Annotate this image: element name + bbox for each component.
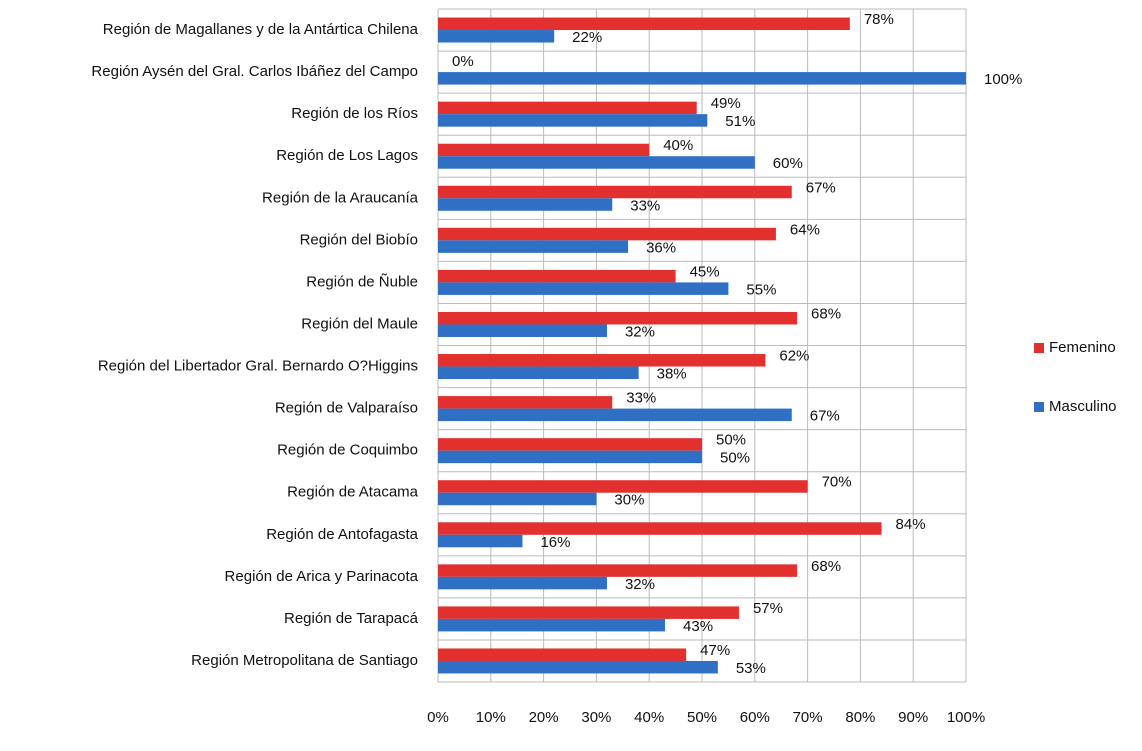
value-label: 62%	[779, 348, 809, 365]
value-label: 78%	[864, 11, 894, 28]
y-tick-label: Región de Magallanes y de la Antártica C…	[103, 21, 419, 38]
bar	[438, 354, 766, 367]
value-label: 64%	[790, 221, 820, 238]
bar	[438, 17, 850, 31]
bar	[438, 606, 739, 619]
x-tick-label: 30%	[581, 709, 611, 726]
bar	[438, 240, 629, 253]
value-label: 33%	[626, 390, 656, 407]
bar	[438, 282, 729, 295]
bar	[438, 156, 755, 169]
bar	[438, 324, 607, 337]
y-tick-label: Región de Tarapacá	[284, 610, 419, 627]
bar	[438, 227, 776, 241]
y-tick-label: Región de Atacama	[287, 484, 419, 501]
x-tick-label: 70%	[793, 709, 823, 726]
bar	[438, 101, 697, 115]
x-tick-label: 60%	[740, 709, 770, 726]
legend-swatch	[1034, 402, 1044, 412]
bar	[438, 114, 708, 127]
value-label: 57%	[753, 600, 783, 617]
y-tick-label: Región de Valparaíso	[275, 400, 418, 417]
y-tick-label: Región de Ñuble	[306, 273, 418, 290]
bar	[438, 534, 523, 548]
value-label: 32%	[625, 576, 655, 593]
y-tick-label: Región de Los Lagos	[276, 147, 418, 164]
y-tick-label: Región de Arica y Parinacota	[225, 568, 419, 585]
value-label: 30%	[614, 492, 644, 509]
x-tick-label: 80%	[845, 709, 875, 726]
legend-swatch	[1034, 343, 1044, 353]
y-tick-label: Región del Libertador Gral. Bernardo O?H…	[98, 358, 418, 375]
bar	[438, 185, 792, 199]
value-label: 43%	[683, 618, 713, 635]
y-tick-label: Región de Coquimbo	[277, 442, 418, 459]
bar	[438, 618, 666, 632]
value-label: 60%	[773, 155, 803, 172]
x-tick-label: 20%	[529, 709, 559, 726]
value-label: 51%	[725, 113, 755, 130]
bar	[438, 269, 676, 283]
value-label: 70%	[822, 474, 852, 491]
value-label: 36%	[646, 239, 676, 256]
value-label: 0%	[452, 53, 474, 70]
bar	[438, 648, 687, 661]
value-label: 53%	[736, 660, 766, 677]
value-label: 68%	[811, 558, 841, 575]
y-tick-label: Región del Biobío	[300, 231, 418, 248]
value-label: 55%	[746, 281, 776, 298]
y-tick-label: Región Metropolitana de Santiago	[191, 652, 418, 669]
value-label: 16%	[540, 534, 570, 551]
x-tick-label: 0%	[427, 709, 449, 726]
y-tick-label: Región Aysén del Gral. Carlos Ibáñez del…	[91, 63, 418, 80]
y-tick-label: Región de Antofagasta	[266, 526, 418, 543]
legend-label: Masculino	[1049, 398, 1117, 415]
value-label: 100%	[984, 71, 1022, 88]
bar	[438, 492, 597, 506]
bar	[438, 143, 650, 157]
x-tick-label: 10%	[476, 709, 506, 726]
x-tick-label: 100%	[947, 709, 985, 726]
x-tick-label: 40%	[634, 709, 664, 726]
value-label: 40%	[663, 137, 693, 154]
x-tick-label: 90%	[898, 709, 928, 726]
value-label: 68%	[811, 305, 841, 322]
bar	[438, 311, 798, 325]
bar	[438, 450, 702, 464]
x-tick-label: 50%	[687, 709, 717, 726]
y-tick-label: Región del Maule	[301, 315, 418, 332]
value-label: 50%	[720, 450, 750, 467]
value-label: 32%	[625, 323, 655, 340]
value-label: 67%	[806, 179, 836, 196]
legend-label: Femenino	[1049, 339, 1116, 356]
bar	[438, 72, 966, 85]
y-tick-label: Región de la Araucanía	[262, 189, 419, 206]
bar	[438, 408, 792, 422]
bar	[438, 438, 702, 451]
value-label: 47%	[700, 642, 730, 659]
bar	[438, 366, 639, 380]
bar	[438, 522, 882, 535]
bar	[438, 198, 613, 211]
value-label: 49%	[711, 95, 741, 112]
value-label: 38%	[657, 366, 687, 383]
value-label: 33%	[630, 197, 660, 214]
bar	[438, 564, 798, 577]
y-tick-label: Región de los Ríos	[291, 105, 418, 122]
value-label: 84%	[896, 516, 926, 533]
bar	[438, 576, 607, 590]
bar	[438, 660, 718, 674]
value-label: 50%	[716, 432, 746, 449]
bar	[438, 480, 808, 493]
bar	[438, 30, 555, 43]
value-label: 45%	[690, 263, 720, 280]
bar	[438, 396, 613, 409]
value-label: 67%	[810, 408, 840, 425]
value-label: 22%	[572, 29, 602, 46]
